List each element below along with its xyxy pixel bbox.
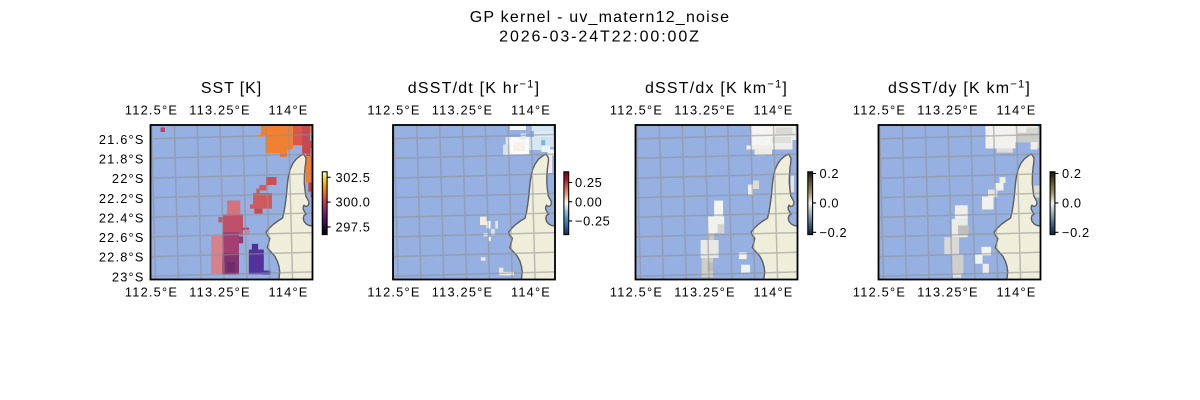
svg-text:114°E: 114°E [753, 103, 793, 118]
svg-text:112.5°E: 112.5°E [853, 285, 906, 300]
svg-text:23°S: 23°S [112, 269, 145, 284]
svg-text:113.25°E: 113.25°E [432, 285, 493, 300]
svg-text:0.0: 0.0 [1062, 196, 1082, 211]
svg-text:GP kernel - uv_matern12_noise: GP kernel - uv_matern12_noise [470, 9, 730, 26]
svg-text:114°E: 114°E [511, 285, 551, 300]
svg-text:22.6°S: 22.6°S [99, 230, 145, 245]
svg-text:114°E: 114°E [996, 103, 1036, 118]
svg-text:114°E: 114°E [268, 103, 308, 118]
svg-text:0.0: 0.0 [820, 196, 840, 211]
svg-text:113.25°E: 113.25°E [432, 103, 493, 118]
svg-text:22.4°S: 22.4°S [99, 210, 145, 225]
svg-text:0.25: 0.25 [575, 175, 602, 190]
svg-text:−0.25: −0.25 [575, 214, 610, 229]
svg-text:dSST/dx [K km−1]: dSST/dx [K km−1] [645, 79, 788, 98]
svg-text:22.2°S: 22.2°S [99, 191, 145, 206]
svg-text:22°S: 22°S [112, 171, 145, 186]
svg-text:113.25°E: 113.25°E [189, 285, 250, 300]
svg-text:113.25°E: 113.25°E [189, 103, 250, 118]
svg-text:−0.2: −0.2 [1062, 225, 1090, 240]
svg-text:113.25°E: 113.25°E [917, 285, 978, 300]
svg-text:297.5: 297.5 [336, 220, 371, 235]
svg-text:−0.2: −0.2 [820, 225, 848, 240]
svg-text:21.8°S: 21.8°S [99, 152, 145, 167]
svg-text:112.5°E: 112.5°E [610, 103, 663, 118]
svg-text:21.6°S: 21.6°S [99, 132, 145, 147]
svg-text:dSST/dt [K hr−1]: dSST/dt [K hr−1] [408, 79, 540, 98]
svg-text:112.5°E: 112.5°E [367, 285, 420, 300]
svg-text:114°E: 114°E [753, 285, 793, 300]
svg-text:114°E: 114°E [996, 285, 1036, 300]
svg-text:113.25°E: 113.25°E [917, 103, 978, 118]
svg-text:114°E: 114°E [511, 103, 551, 118]
svg-text:302.5: 302.5 [336, 170, 371, 185]
svg-text:114°E: 114°E [268, 285, 308, 300]
svg-text:0.2: 0.2 [1062, 166, 1082, 181]
svg-text:0.00: 0.00 [575, 194, 602, 209]
svg-text:113.25°E: 113.25°E [674, 285, 735, 300]
svg-text:113.25°E: 113.25°E [674, 103, 735, 118]
svg-text:112.5°E: 112.5°E [610, 285, 663, 300]
svg-text:112.5°E: 112.5°E [125, 285, 178, 300]
svg-text:112.5°E: 112.5°E [125, 103, 178, 118]
svg-text:2026-03-24T22:00:00Z: 2026-03-24T22:00:00Z [499, 29, 701, 46]
svg-text:0.2: 0.2 [820, 166, 840, 181]
svg-text:22.8°S: 22.8°S [99, 250, 145, 265]
svg-text:112.5°E: 112.5°E [367, 103, 420, 118]
svg-text:112.5°E: 112.5°E [853, 103, 906, 118]
svg-text:dSST/dy [K km−1]: dSST/dy [K km−1] [888, 79, 1031, 98]
svg-text:SST [K]: SST [K] [201, 80, 262, 97]
svg-text:300.0: 300.0 [336, 195, 371, 210]
